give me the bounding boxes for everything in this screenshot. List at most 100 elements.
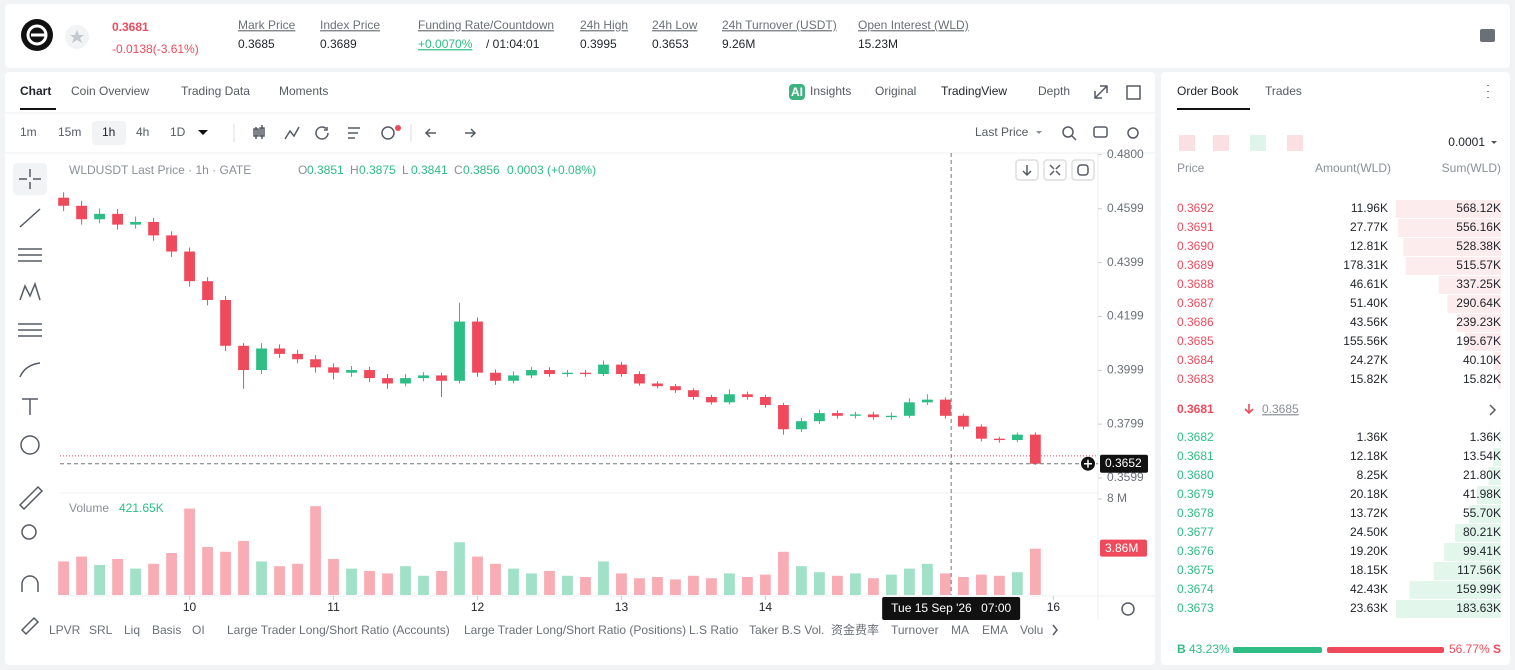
text-tool[interactable]: [22, 398, 38, 415]
indicator[interactable]: MA: [951, 623, 969, 637]
book-view-bids[interactable]: [1250, 135, 1266, 151]
stat-value: +0.0070%: [418, 37, 473, 51]
book-amount: 1.36K: [1357, 430, 1388, 444]
indicator[interactable]: Large Trader Long/Short Ratio (Positions…: [464, 623, 686, 637]
indicator[interactable]: EMA: [982, 623, 1008, 637]
sell-letter: S: [1493, 642, 1501, 656]
reset-button[interactable]: [1071, 159, 1095, 181]
book-price: 0.3676: [1177, 544, 1214, 558]
scroll-button[interactable]: [1015, 159, 1039, 181]
volume-bar: [922, 563, 933, 595]
view-tab[interactable]: Insights: [810, 84, 851, 98]
notes-icon[interactable]: [1480, 29, 1495, 42]
add-order-plus: [1084, 459, 1092, 468]
expand-icon[interactable]: [1094, 85, 1108, 99]
tab[interactable]: Chart: [20, 84, 51, 98]
interval[interactable]: 15m: [58, 125, 81, 139]
search-icon[interactable]: [1062, 126, 1074, 138]
crosshair-time-box: [882, 597, 1021, 620]
zoom-tool[interactable]: [21, 524, 37, 540]
indicator-icon[interactable]: [284, 126, 300, 140]
indicator[interactable]: SRL: [89, 623, 113, 637]
fib-tool[interactable]: [18, 323, 42, 337]
candle-body: [58, 197, 69, 206]
volume-bar: [526, 573, 537, 595]
interval[interactable]: 1h: [102, 125, 115, 139]
volume-bar: [292, 563, 303, 595]
book-price: 0.3690: [1177, 239, 1214, 253]
book-price: 0.3673: [1177, 601, 1214, 615]
ruler-tool[interactable]: [18, 485, 44, 511]
book-view-asks[interactable]: [1213, 135, 1229, 151]
indicator[interactable]: Taker B.S Vol.: [749, 623, 824, 637]
crosshair-tool[interactable]: [19, 169, 41, 189]
view-tab[interactable]: TradingView: [941, 84, 1007, 98]
dropdown-arrow[interactable]: [198, 130, 208, 135]
candle-body: [580, 372, 591, 375]
price-type[interactable]: Last Price: [975, 125, 1029, 139]
book-price: 0.3680: [1177, 468, 1214, 482]
stat-value: 0.3689: [320, 37, 357, 51]
replay-icon[interactable]: [315, 126, 329, 140]
volume-bar: [688, 575, 699, 595]
book-view-alt[interactable]: [1287, 135, 1303, 151]
dropdown-arrow[interactable]: [1036, 131, 1042, 134]
window-icon[interactable]: [1126, 85, 1141, 100]
precision[interactable]: 0.0001: [1448, 135, 1485, 149]
stat-label: Mark Price: [238, 18, 296, 32]
indicator[interactable]: LPVR: [49, 623, 81, 637]
book-sum: 117.56K: [1457, 563, 1501, 577]
dropdown-arrow[interactable]: [1491, 141, 1497, 144]
indicator[interactable]: L.S Ratio: [689, 623, 739, 637]
brush-tool[interactable]: [19, 362, 41, 378]
template-icon[interactable]: [348, 127, 360, 139]
book-view-both[interactable]: [1179, 135, 1195, 151]
candle-body: [778, 405, 789, 430]
candle-body: [670, 386, 681, 391]
trendline-tool[interactable]: [19, 208, 41, 228]
volume-bar: [886, 574, 897, 595]
indicator[interactable]: Basis: [152, 623, 181, 637]
add-icon[interactable]: [381, 126, 395, 140]
view-tab[interactable]: Original: [875, 84, 916, 98]
redo-icon[interactable]: [465, 128, 477, 138]
depth-bar: [1464, 333, 1501, 351]
candle-body: [904, 402, 915, 416]
interval[interactable]: 1D: [170, 125, 186, 139]
candle-body: [436, 375, 447, 381]
tab[interactable]: Coin Overview: [71, 84, 149, 98]
more-arrow[interactable]: [1489, 404, 1497, 416]
collapse-button[interactable]: [1043, 159, 1067, 181]
pattern-tool[interactable]: [19, 281, 41, 301]
book-tab[interactable]: Order Book: [1177, 84, 1239, 98]
last-price: 0.3681: [112, 20, 149, 34]
indicator[interactable]: OI: [192, 623, 205, 637]
book-tab[interactable]: Trades: [1265, 84, 1302, 98]
indicator[interactable]: Volu: [1020, 623, 1043, 637]
indicator[interactable]: Turnover: [891, 623, 939, 637]
view-tab[interactable]: Depth: [1038, 84, 1070, 98]
indicator[interactable]: Liq: [124, 623, 140, 637]
emoji-tool[interactable]: [20, 435, 40, 455]
axis-settings[interactable]: [1121, 602, 1135, 616]
magnet-tool[interactable]: [21, 575, 39, 592]
candle-body: [292, 353, 303, 360]
tab[interactable]: Trading Data: [181, 84, 250, 98]
parallel-tool[interactable]: [18, 248, 42, 262]
volume-last-box: [1100, 539, 1147, 557]
interval[interactable]: 1m: [20, 125, 37, 139]
volume-bar: [652, 577, 663, 595]
candle-type-icon[interactable]: [253, 125, 265, 139]
interval[interactable]: 4h: [136, 125, 149, 139]
pen-tool[interactable]: [20, 616, 40, 636]
undo-icon[interactable]: [424, 128, 436, 138]
camera-icon[interactable]: [1093, 126, 1108, 138]
tab[interactable]: Moments: [279, 84, 328, 98]
scroll-right[interactable]: [1052, 624, 1058, 636]
indicator[interactable]: Large Trader Long/Short Ratio (Accounts): [227, 623, 450, 637]
volume-bar: [238, 541, 249, 595]
indicator[interactable]: 资金费率: [831, 622, 879, 637]
book-amount: 11.96K: [1351, 201, 1388, 215]
settings-icon[interactable]: [1127, 127, 1139, 139]
